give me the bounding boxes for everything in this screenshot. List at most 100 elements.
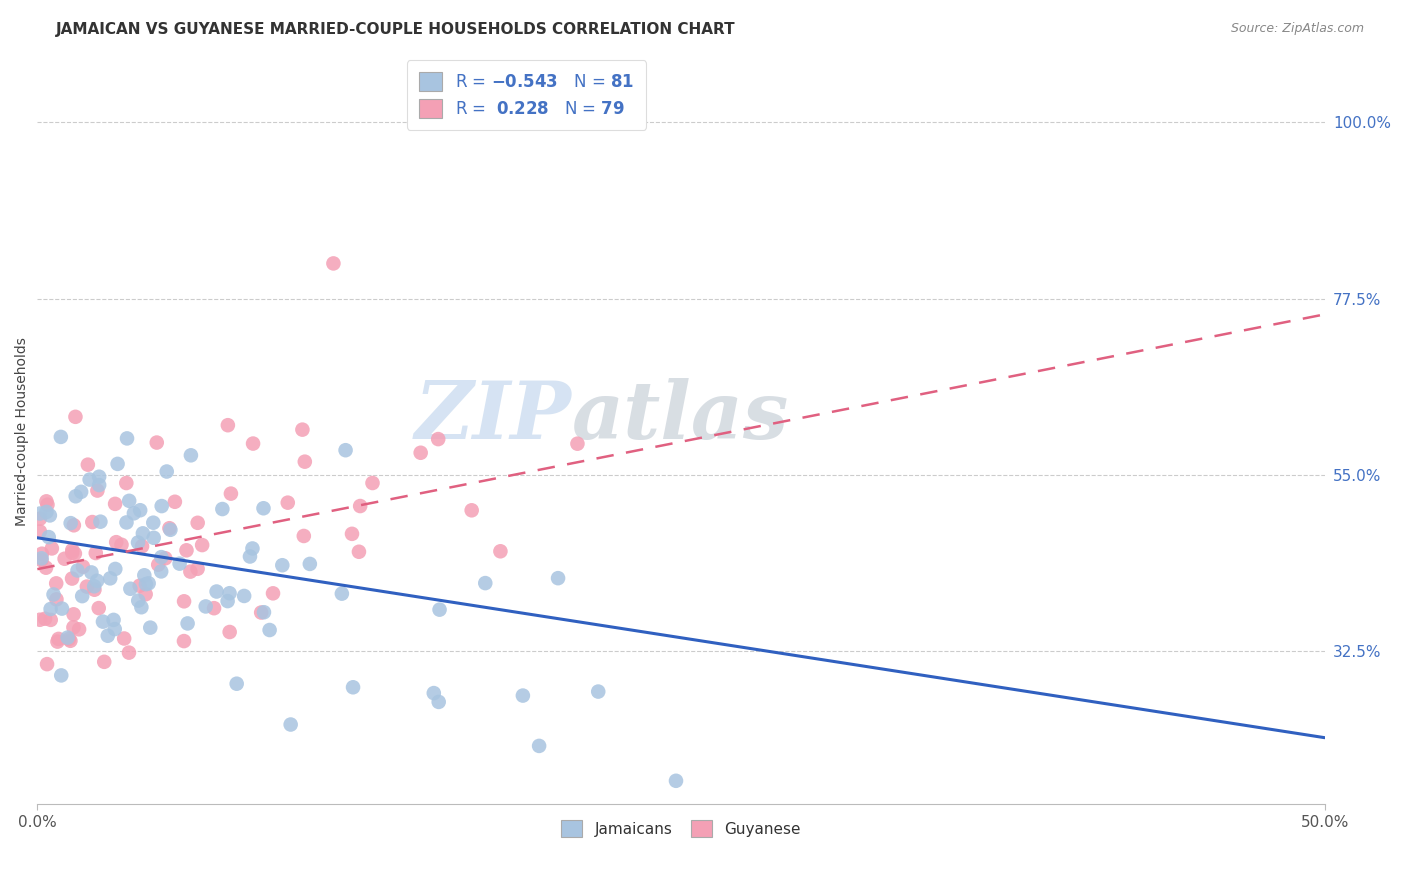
Point: [35, 657, 58, 672]
Point: [53, 551, 76, 566]
Point: [138, 576, 160, 591]
Point: [63, 547, 86, 561]
Point: [46, 634, 69, 648]
Point: [665, 773, 688, 788]
Point: [131, 539, 153, 553]
Point: [35, 505, 58, 519]
Point: [83, 579, 105, 593]
Point: [83, 582, 105, 597]
Point: [194, 599, 217, 614]
Point: [218, 586, 240, 600]
Point: [65, 489, 87, 503]
Point: [233, 589, 256, 603]
Point: [104, 497, 127, 511]
Point: [127, 593, 149, 607]
Point: [132, 526, 155, 541]
Text: atlas: atlas: [572, 378, 789, 456]
Point: [35, 560, 58, 574]
Point: [28, 512, 51, 526]
Point: [60, 543, 83, 558]
Point: [37, 498, 59, 512]
Point: [41, 541, 63, 556]
Point: [259, 623, 281, 637]
Point: [349, 499, 371, 513]
Point: [135, 587, 157, 601]
Point: [62, 620, 84, 634]
Point: [586, 684, 609, 698]
Point: [60, 572, 83, 586]
Point: [250, 606, 273, 620]
Point: [127, 535, 149, 549]
Point: [271, 558, 294, 573]
Point: [409, 446, 432, 460]
Text: Source: ZipAtlas.com: Source: ZipAtlas.com: [1230, 22, 1364, 36]
Point: [38, 530, 60, 544]
Point: [67, 622, 90, 636]
Point: [159, 521, 181, 535]
Point: [169, 557, 191, 571]
Point: [63, 518, 86, 533]
Point: [280, 717, 302, 731]
Point: [115, 431, 138, 445]
Point: [28, 613, 51, 627]
Point: [56, 631, 79, 645]
Point: [45, 576, 67, 591]
Point: [176, 616, 198, 631]
Point: [60, 546, 83, 560]
Point: [180, 448, 202, 462]
Point: [35, 494, 58, 508]
Point: [31, 553, 53, 567]
Point: [51, 668, 73, 682]
Point: [239, 549, 262, 564]
Point: [45, 592, 67, 607]
Point: [80, 566, 103, 580]
Point: [91, 615, 114, 629]
Point: [567, 436, 589, 450]
Point: [347, 545, 370, 559]
Point: [70, 589, 93, 603]
Point: [150, 565, 173, 579]
Point: [89, 469, 111, 483]
Point: [176, 543, 198, 558]
Point: [48, 632, 70, 646]
Legend: Jamaicans, Guyanese: Jamaicans, Guyanese: [554, 812, 808, 845]
Point: [76, 580, 98, 594]
Point: [89, 478, 111, 492]
Point: [148, 558, 170, 572]
Point: [34, 612, 56, 626]
Point: [28, 524, 51, 539]
Point: [322, 256, 344, 270]
Point: [42, 587, 65, 601]
Point: [76, 458, 98, 472]
Point: [86, 574, 108, 588]
Point: [142, 516, 165, 530]
Point: [86, 483, 108, 498]
Point: [150, 550, 173, 565]
Point: [112, 632, 135, 646]
Point: [291, 423, 314, 437]
Point: [104, 562, 127, 576]
Point: [252, 501, 274, 516]
Point: [429, 602, 451, 616]
Point: [82, 515, 104, 529]
Point: [156, 465, 179, 479]
Point: [104, 622, 127, 636]
Point: [219, 486, 242, 500]
Point: [70, 484, 93, 499]
Point: [191, 538, 214, 552]
Point: [118, 493, 141, 508]
Y-axis label: Married-couple Households: Married-couple Households: [15, 337, 30, 526]
Point: [211, 502, 233, 516]
Point: [262, 586, 284, 600]
Point: [225, 676, 247, 690]
Point: [128, 579, 150, 593]
Point: [65, 409, 87, 424]
Point: [361, 475, 384, 490]
Point: [298, 557, 321, 571]
Point: [292, 529, 315, 543]
Point: [49, 430, 72, 444]
Point: [103, 613, 125, 627]
Point: [28, 507, 51, 521]
Point: [39, 602, 62, 616]
Text: ZIP: ZIP: [415, 378, 572, 456]
